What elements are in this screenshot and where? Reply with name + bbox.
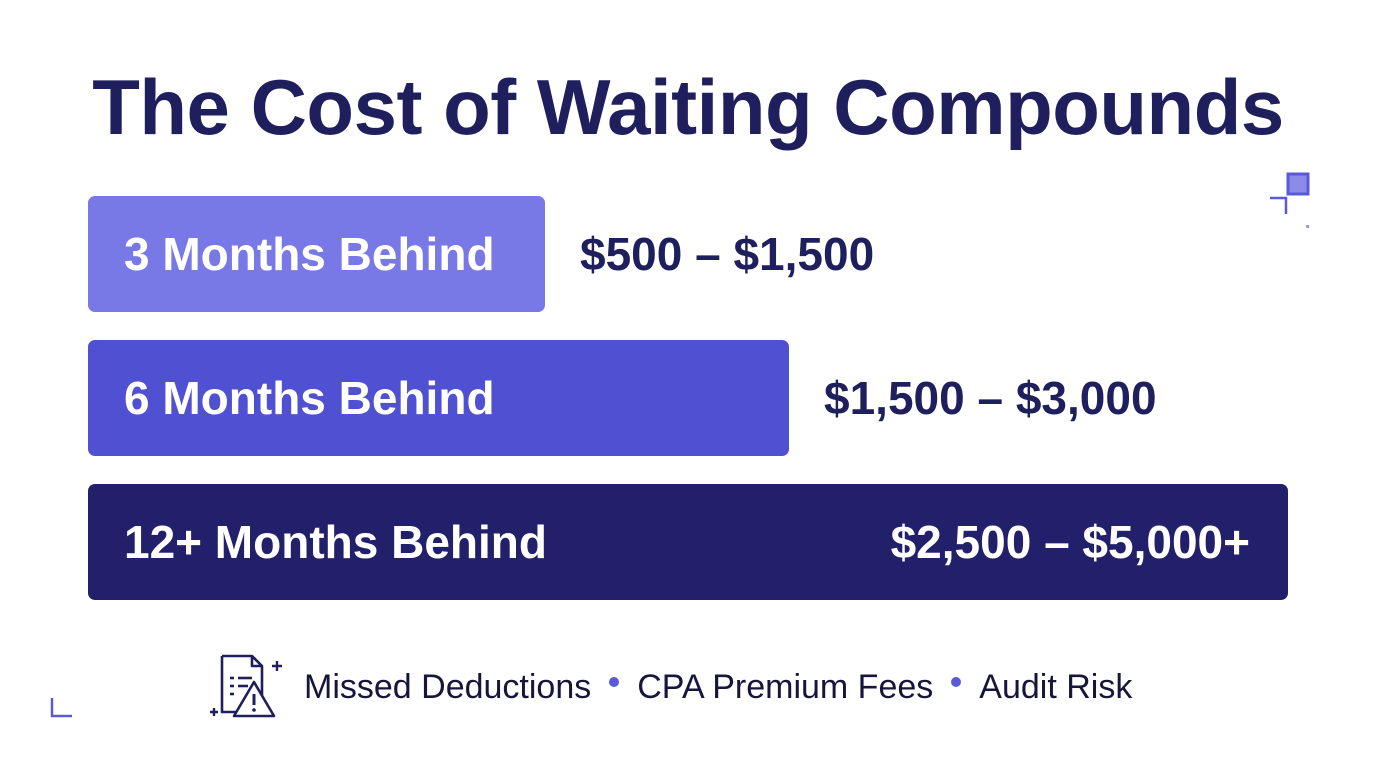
separator-dot bbox=[951, 677, 962, 687]
corner-bracket-decoration bbox=[50, 698, 72, 718]
bar-label: 12+ Months Behind bbox=[124, 516, 547, 568]
bar-value-label: $500 – $1,500 bbox=[580, 228, 875, 280]
bar-3-months: 3 Months Behind bbox=[88, 196, 545, 312]
bar-value-label: $2,500 – $5,000+ bbox=[890, 516, 1250, 568]
chart-title: The Cost of Waiting Compounds bbox=[92, 63, 1284, 151]
bar-6-months: 6 Months Behind bbox=[88, 340, 789, 456]
footer-item-cpa-fees: CPA Premium Fees bbox=[637, 667, 934, 706]
footer-risks: Missed Deductions CPA Premium Fees Audit… bbox=[208, 652, 1132, 722]
bar-label: 3 Months Behind bbox=[124, 228, 495, 280]
footer-item-missed-deductions: Missed Deductions bbox=[304, 667, 592, 706]
corner-square-decoration bbox=[1270, 172, 1310, 228]
bar-value-label: $1,500 – $3,000 bbox=[824, 372, 1157, 424]
footer-item-audit-risk: Audit Risk bbox=[979, 667, 1133, 706]
bar-label: 6 Months Behind bbox=[124, 372, 495, 424]
document-warning-icon bbox=[210, 654, 282, 718]
bar-12-months: 12+ Months Behind bbox=[88, 484, 1288, 600]
separator-dot bbox=[609, 677, 620, 687]
